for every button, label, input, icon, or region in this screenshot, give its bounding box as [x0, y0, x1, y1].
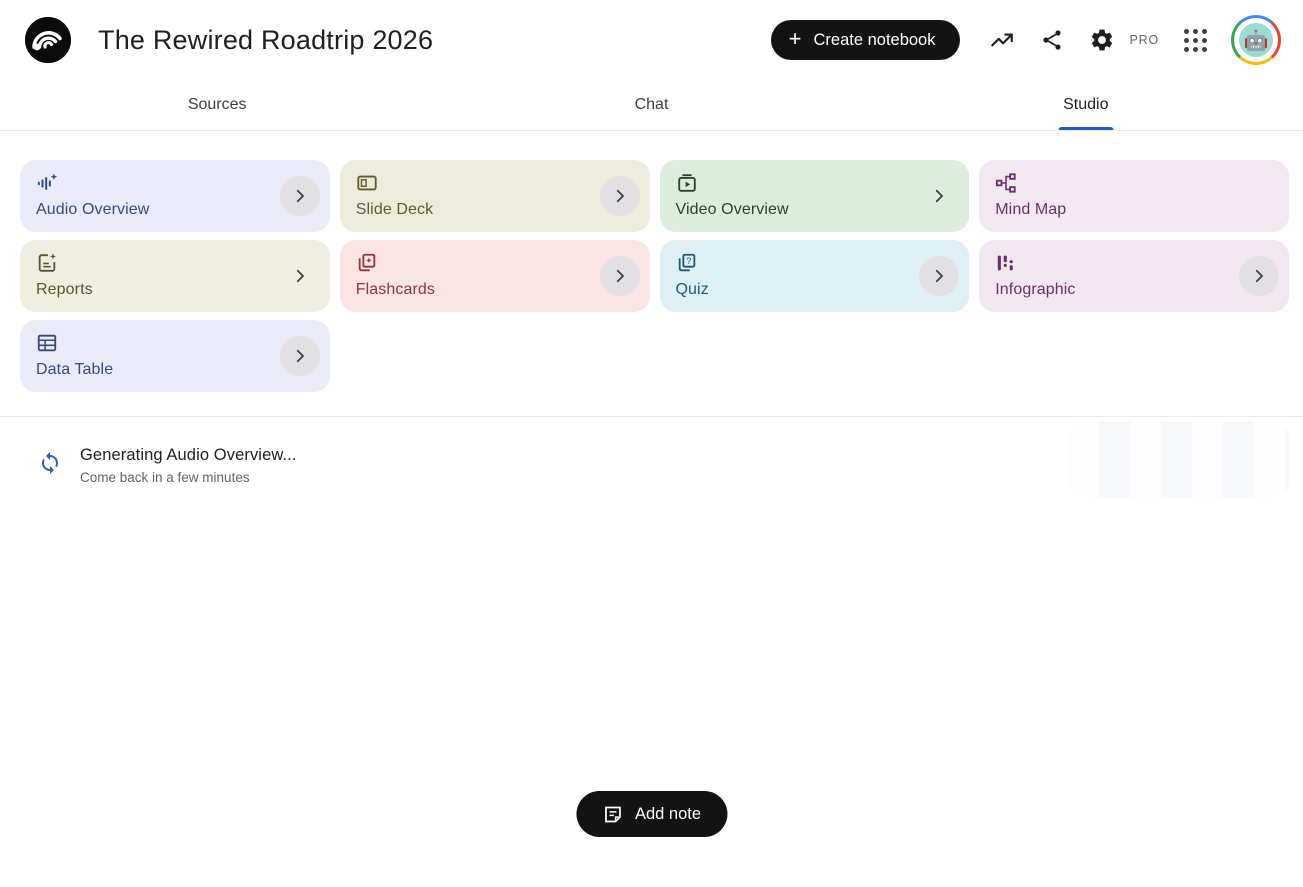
create-notebook-button[interactable]: + Create notebook [770, 20, 960, 60]
generating-status-row[interactable]: Generating Audio Overview... Come back i… [0, 417, 1303, 498]
analytics-trending-up-icon[interactable] [980, 18, 1024, 62]
card-label: Slide Deck [355, 201, 434, 218]
google-apps-grid-icon[interactable] [1173, 18, 1217, 62]
video-overview-icon [677, 174, 696, 192]
flashcards-icon [358, 253, 375, 272]
open-audio-overview-chevron[interactable] [279, 176, 320, 216]
card-label: Quiz [675, 281, 709, 298]
section-divider [0, 416, 1303, 417]
quiz-icon: ? [678, 253, 695, 272]
note-icon [604, 806, 621, 822]
card-flashcards[interactable]: Flashcards [339, 240, 650, 312]
card-label: Infographic [995, 281, 1076, 298]
tab-studio[interactable]: Studio [869, 80, 1303, 130]
loading-skeleton [1068, 421, 1289, 498]
panel-tabs: Sources Chat Studio [0, 80, 1303, 131]
open-reports-chevron[interactable] [280, 256, 320, 296]
card-data-table[interactable]: Data Table [20, 320, 330, 392]
tab-sources[interactable]: Sources [187, 96, 247, 113]
card-label: Flashcards [355, 281, 435, 298]
plus-icon: + [788, 26, 802, 51]
card-label: Audio Overview [36, 201, 150, 218]
page-title: The Rewired Roadtrip 2026 [98, 24, 434, 55]
account-avatar[interactable]: 🤖 [1231, 15, 1281, 65]
open-data-table-chevron[interactable] [279, 336, 320, 376]
card-label: Mind Map [995, 201, 1067, 218]
studio-card-grid: Audio Overview Slide Deck Video Overview… [0, 131, 1303, 392]
card-label: Reports [36, 281, 93, 298]
add-note-button[interactable]: Add note [575, 791, 728, 837]
card-slide-deck[interactable]: Slide Deck [339, 160, 650, 232]
add-note-label: Add note [634, 804, 702, 823]
pro-badge: PRO [1129, 33, 1159, 47]
sync-spinner-icon [42, 452, 58, 474]
settings-gear-icon[interactable] [1080, 18, 1124, 62]
data-table-icon [37, 334, 57, 352]
open-quiz-chevron[interactable] [919, 256, 960, 296]
notebooklm-logo-icon[interactable] [25, 17, 71, 63]
audio-waveform-sparkle-icon [37, 173, 58, 190]
mind-map-icon [996, 173, 1016, 193]
card-reports[interactable]: Reports [20, 240, 330, 312]
report-sparkle-icon [38, 253, 56, 272]
card-mind-map[interactable]: Mind Map [979, 160, 1289, 232]
create-notebook-label: Create notebook [813, 30, 936, 49]
slide-deck-icon [357, 175, 377, 191]
generating-subtitle: Come back in a few minutes [80, 470, 250, 485]
svg-text:?: ? [686, 256, 691, 266]
card-infographic[interactable]: Infographic [979, 240, 1289, 312]
open-flashcards-chevron[interactable] [599, 256, 640, 296]
open-slide-deck-chevron[interactable] [599, 176, 640, 216]
share-icon[interactable] [1030, 18, 1074, 62]
card-quiz[interactable]: ? Quiz [659, 240, 970, 312]
card-audio-overview[interactable]: Audio Overview [20, 160, 330, 232]
card-label: Data Table [36, 361, 114, 378]
card-video-overview[interactable]: Video Overview [659, 160, 970, 232]
infographic-icon [998, 255, 1014, 271]
robot-avatar-image: 🤖 [1239, 23, 1273, 57]
open-infographic-chevron[interactable] [1239, 256, 1279, 296]
app-header: The Rewired Roadtrip 2026 + Create noteb… [0, 0, 1303, 80]
card-label: Video Overview [675, 201, 789, 218]
tab-chat[interactable]: Chat [634, 96, 669, 113]
generating-title: Generating Audio Overview... [80, 446, 297, 464]
open-video-overview-chevron[interactable] [919, 176, 959, 216]
